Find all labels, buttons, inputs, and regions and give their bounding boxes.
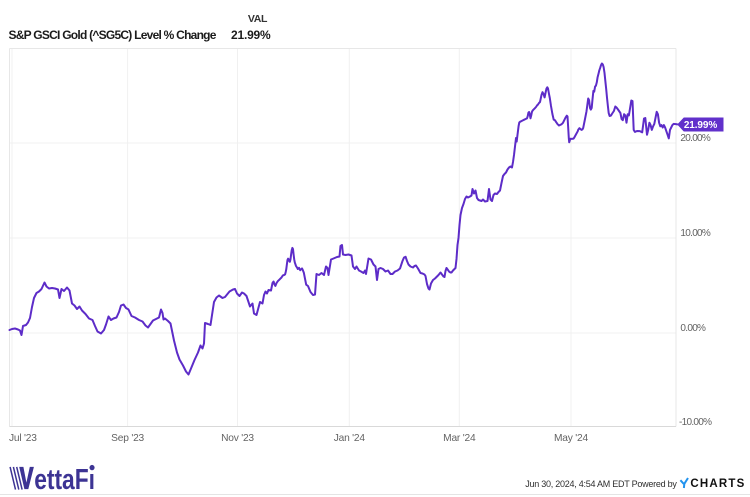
svg-text:21.99%: 21.99% (684, 120, 718, 131)
svg-text:ettaFı: ettaFı (34, 465, 95, 494)
